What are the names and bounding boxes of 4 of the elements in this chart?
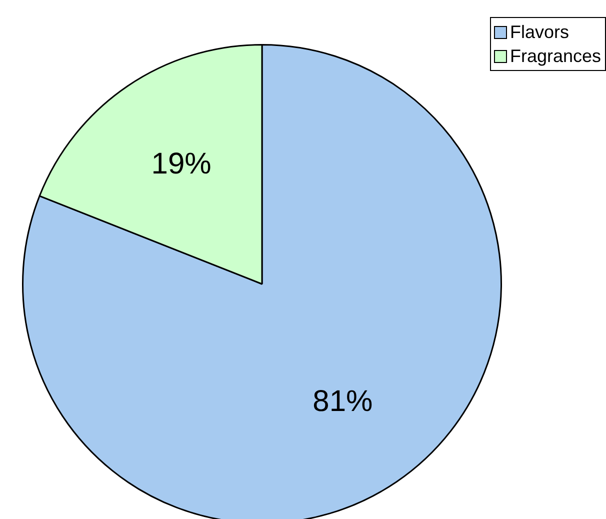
legend-label: Fragrances [510, 45, 601, 68]
legend-label: Flavors [510, 21, 569, 44]
data-label: 19% [151, 148, 212, 181]
data-label: 81% [312, 384, 373, 418]
